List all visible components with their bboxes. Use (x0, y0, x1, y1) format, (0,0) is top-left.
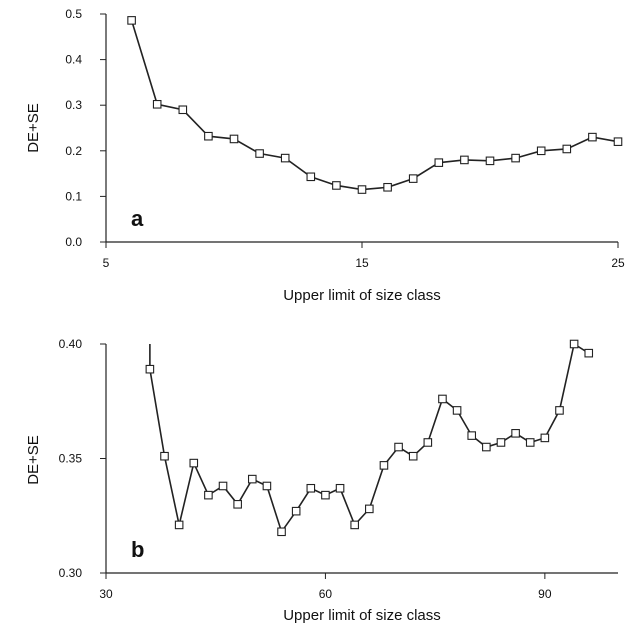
panel-b-data-point (218, 481, 228, 491)
panel-b-data-point (394, 442, 403, 452)
panel-a-y-tick-label: 0.5 (65, 7, 82, 21)
panel-a-data-point (588, 132, 597, 142)
panel-b-data-point (247, 474, 257, 484)
panel-b-data-point (467, 431, 477, 440)
panel-b-data-point (291, 506, 301, 516)
panel-a-y-tick-label: 0.3 (65, 98, 82, 112)
panel-a-data-point (434, 158, 444, 167)
panel-a-data-point (357, 185, 367, 194)
panel-b-data-point (408, 451, 418, 461)
panel-a-y-tick-label: 0.1 (65, 189, 82, 203)
panel-a-series (127, 16, 623, 194)
panel-b-data-point (174, 520, 184, 530)
panel-b-data-point (452, 406, 462, 415)
panel-b-data-point (262, 481, 272, 491)
panel-b-data-point (438, 394, 447, 404)
panel-a-ylabel: DE+SE (25, 103, 42, 153)
panel-b-data-point (306, 483, 316, 493)
panel-b-data-point (350, 520, 359, 530)
panel-b-data-point (525, 438, 535, 447)
panel-b-data-point (277, 527, 286, 537)
panel-a-data-point (280, 153, 290, 163)
panel-a-data-point (383, 182, 392, 192)
panel-b-ylabel: DE+SE (25, 435, 42, 485)
panel-b-data-point (423, 438, 433, 447)
panel-a-data-point (562, 144, 572, 154)
panel-b: DE+SE Upper limit of size class b 0.300.… (25, 337, 618, 624)
panel-a-data-point (229, 134, 239, 144)
panel-a-data-point (613, 137, 623, 146)
panel-a-series-line (130, 20, 619, 191)
panel-a-xlabel: Upper limit of size class (283, 287, 441, 304)
panel-a-axes: 0.0 0.1 0.2 0.3 0.4 0.5 5 15 25 (65, 7, 625, 270)
panel-a-data-point (332, 181, 341, 190)
panel-a-data-point (178, 105, 188, 115)
panel-b-series (145, 339, 594, 537)
panel-a-data-point (536, 146, 546, 156)
panel-b-data-point (233, 499, 242, 509)
panel-a-data-point (485, 156, 495, 166)
panel-b-data-point (321, 490, 330, 500)
panel-b-data-point (204, 490, 213, 500)
panel-a-y-tick-label: 0.4 (65, 53, 82, 67)
panel-b-data-point (540, 433, 550, 443)
panel-b-x-tick-label: 30 (99, 587, 113, 601)
panel-b-data-point (482, 442, 491, 452)
panel-b-y-tick-label: 0.40 (59, 337, 83, 351)
panel-b-data-point (569, 339, 579, 349)
panel-b-data-point (160, 451, 169, 461)
panel-b-data-point (379, 461, 389, 470)
panel-a-data-point (127, 16, 136, 25)
panel-a-x-tick-label: 25 (611, 256, 625, 270)
panel-b-data-point (365, 504, 374, 514)
panel-a-data-point (306, 172, 316, 182)
panel-b-data-point (189, 458, 199, 468)
panel-b-y-tick-label: 0.30 (59, 566, 83, 580)
panel-b-data-point (584, 348, 594, 358)
panel-a-data-point (204, 131, 213, 141)
panel-a-y-tick-label: 0.0 (65, 235, 82, 249)
panel-b-x-tick-label: 90 (538, 587, 552, 601)
panel-a-y-tick-label: 0.2 (65, 144, 82, 158)
panel-b-data-point (511, 429, 520, 438)
panel-a-data-point (255, 149, 264, 158)
panel-b-x-tick-label: 60 (319, 587, 333, 601)
panel-a-data-point (152, 99, 162, 109)
panel-b-letter: b (131, 537, 144, 562)
panel-a-x-tick-label: 15 (355, 256, 369, 270)
panel-b-y-tick-label: 0.35 (59, 452, 83, 466)
panel-a-data-point (511, 153, 520, 163)
panel-a: DE+SE Upper limit of size class a 0.0 0.1… (25, 7, 625, 304)
panel-b-data-point (496, 438, 506, 447)
panel-b-data-point (555, 406, 564, 415)
panel-b-series-line (149, 342, 590, 534)
panel-b-data-point (145, 364, 155, 374)
panel-b-xlabel: Upper limit of size class (283, 607, 441, 624)
panel-a-data-point (460, 155, 469, 165)
panel-a-x-tick-label: 5 (103, 256, 110, 270)
panel-b-axes: 0.30 0.35 0.40 30 60 90 (59, 337, 618, 601)
panel-a-letter: a (131, 206, 144, 231)
panel-a-data-point (408, 174, 418, 183)
panel-b-data-point (335, 483, 345, 493)
